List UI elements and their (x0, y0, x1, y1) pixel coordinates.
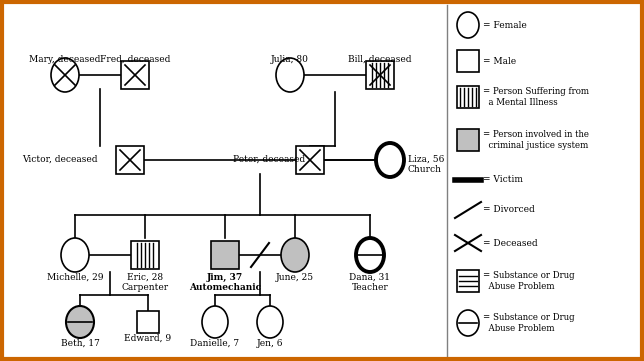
Ellipse shape (257, 306, 283, 338)
Bar (211, 241, 239, 269)
Bar (137, 311, 159, 333)
Bar (121, 61, 149, 89)
Ellipse shape (281, 238, 309, 272)
Text: Edward, 9: Edward, 9 (124, 334, 171, 343)
Text: June, 25: June, 25 (276, 273, 314, 282)
Text: Jen, 6: Jen, 6 (257, 339, 283, 348)
Ellipse shape (457, 12, 479, 38)
Text: Liza, 56
Church: Liza, 56 Church (408, 155, 444, 174)
Ellipse shape (202, 306, 228, 338)
Text: Mary, deceased: Mary, deceased (30, 55, 100, 64)
Text: = Divorced: = Divorced (483, 205, 535, 214)
Ellipse shape (276, 58, 304, 92)
Bar (366, 61, 394, 89)
Text: Julia, 80: Julia, 80 (271, 55, 309, 64)
Text: = Substance or Drug
  Abuse Problem: = Substance or Drug Abuse Problem (483, 271, 574, 291)
Text: Danielle, 7: Danielle, 7 (191, 339, 240, 348)
Text: Fred, deceased: Fred, deceased (100, 55, 170, 64)
Ellipse shape (356, 238, 384, 272)
Text: = Person Suffering from
  a Mental Illness: = Person Suffering from a Mental Illness (483, 87, 589, 107)
Text: Beth, 17: Beth, 17 (61, 339, 99, 348)
Text: = Female: = Female (483, 21, 527, 30)
Bar (457, 270, 479, 292)
Ellipse shape (376, 143, 404, 177)
Ellipse shape (51, 58, 79, 92)
Bar (131, 241, 159, 269)
Text: Victor, deceased: Victor, deceased (23, 155, 98, 164)
Bar (296, 146, 324, 174)
Ellipse shape (66, 306, 94, 338)
Text: Peter, deceased: Peter, deceased (233, 155, 305, 164)
Text: = Substance or Drug
  Abuse Problem: = Substance or Drug Abuse Problem (483, 313, 574, 333)
Text: Bill, deceased: Bill, deceased (348, 55, 412, 64)
Text: Jim, 37
Automechanic: Jim, 37 Automechanic (189, 273, 261, 292)
Ellipse shape (61, 238, 89, 272)
Text: Dana, 31
Teacher: Dana, 31 Teacher (350, 273, 390, 292)
Text: = Male: = Male (483, 57, 516, 65)
Text: = Deceased: = Deceased (483, 239, 538, 248)
Text: Eric, 28
Carpenter: Eric, 28 Carpenter (122, 273, 169, 292)
Bar (116, 146, 144, 174)
Bar (457, 50, 479, 72)
Ellipse shape (457, 310, 479, 336)
Text: = Victim: = Victim (483, 175, 523, 184)
Bar (457, 86, 479, 108)
Text: = Person involved in the
  criminal justice system: = Person involved in the criminal justic… (483, 130, 589, 150)
Text: Michelle, 29: Michelle, 29 (47, 273, 103, 282)
Bar (457, 129, 479, 151)
